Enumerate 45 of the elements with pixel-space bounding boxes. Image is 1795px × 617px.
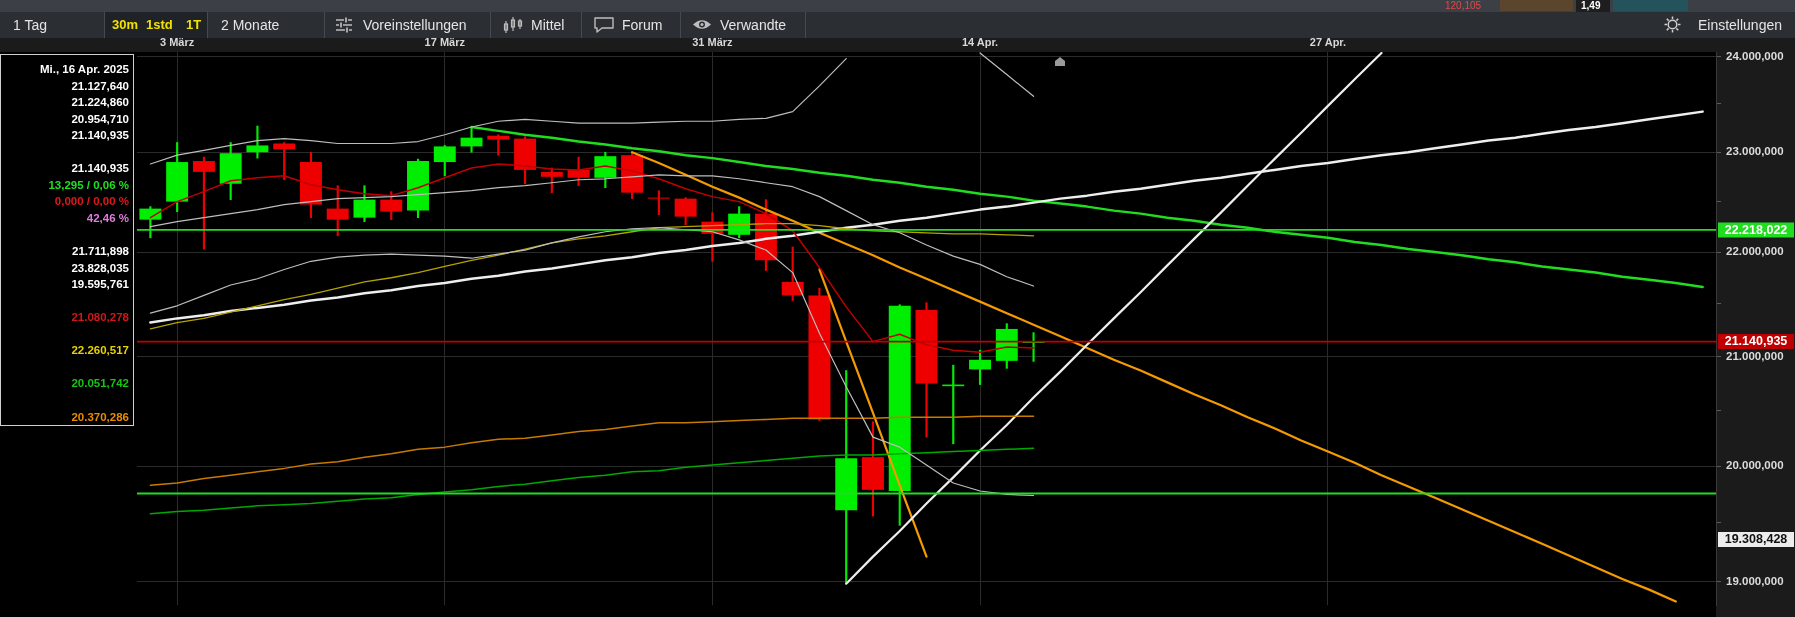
ref-line-label: 22.218,022 (1724, 222, 1788, 237)
text: 1,49 (1581, 0, 1601, 12)
y-tick-label: 19.000,000 (1726, 574, 1784, 587)
text: 20.051,742 (71, 376, 129, 392)
y-tick-label: 21.000,000 (1726, 349, 1784, 362)
x-tick-label: 27 Apr. (1309, 36, 1347, 49)
y-tick-label: 20.000,000 (1726, 459, 1784, 472)
x-tick-label: 17 März (424, 36, 466, 49)
candlestick (460, 126, 483, 153)
text: 20.370,286 (71, 409, 129, 425)
text: 120,105 (1445, 0, 1482, 12)
text: 19.308,428 (1718, 532, 1794, 547)
text: 21.140,935 (71, 128, 129, 144)
text: Forum (622, 16, 663, 35)
text: 2 Monate (221, 16, 280, 35)
x-tick-label: 3 März (160, 36, 195, 49)
y-tick-label: 22.000,000 (1726, 245, 1784, 258)
ref-line-label: 21.140,935 (1724, 334, 1788, 349)
y-tick-label: 24.000,000 (1726, 49, 1784, 62)
text: Mi., 16 Apr. 2025 (39, 62, 129, 77)
text: 22.260,517 (71, 343, 129, 359)
text: 23.828,035 (71, 260, 129, 276)
text: Mittel (531, 16, 565, 35)
candlestick (246, 125, 269, 159)
text: 13,295 / 0,06 % (48, 177, 129, 193)
candlestick (647, 190, 670, 215)
text: 1 Tag (13, 16, 47, 35)
text: 19.595,761 (71, 277, 129, 293)
text: 0,000 / 0,00 % (54, 194, 129, 210)
text: 20.954,710 (71, 111, 129, 127)
text: 21.080,278 (71, 310, 129, 326)
x-tick-label: 31 März (692, 36, 734, 49)
text: Verwandte (720, 16, 787, 35)
text: 1std (146, 16, 173, 34)
text: 21.224,860 (71, 95, 129, 111)
text: 1T (186, 16, 202, 34)
text: 21.711,898 (72, 244, 129, 260)
y-tick-label: 23.000,000 (1726, 145, 1784, 158)
text: Einstellungen (1697, 16, 1782, 35)
text: Voreinstellungen (363, 16, 467, 35)
text: 30m (112, 16, 139, 34)
text: 42,46 % (86, 210, 129, 226)
x-tick-label: 14 Apr. (961, 36, 999, 49)
text: 21.140,935 (71, 161, 129, 177)
text: 21.127,640 (71, 78, 129, 94)
